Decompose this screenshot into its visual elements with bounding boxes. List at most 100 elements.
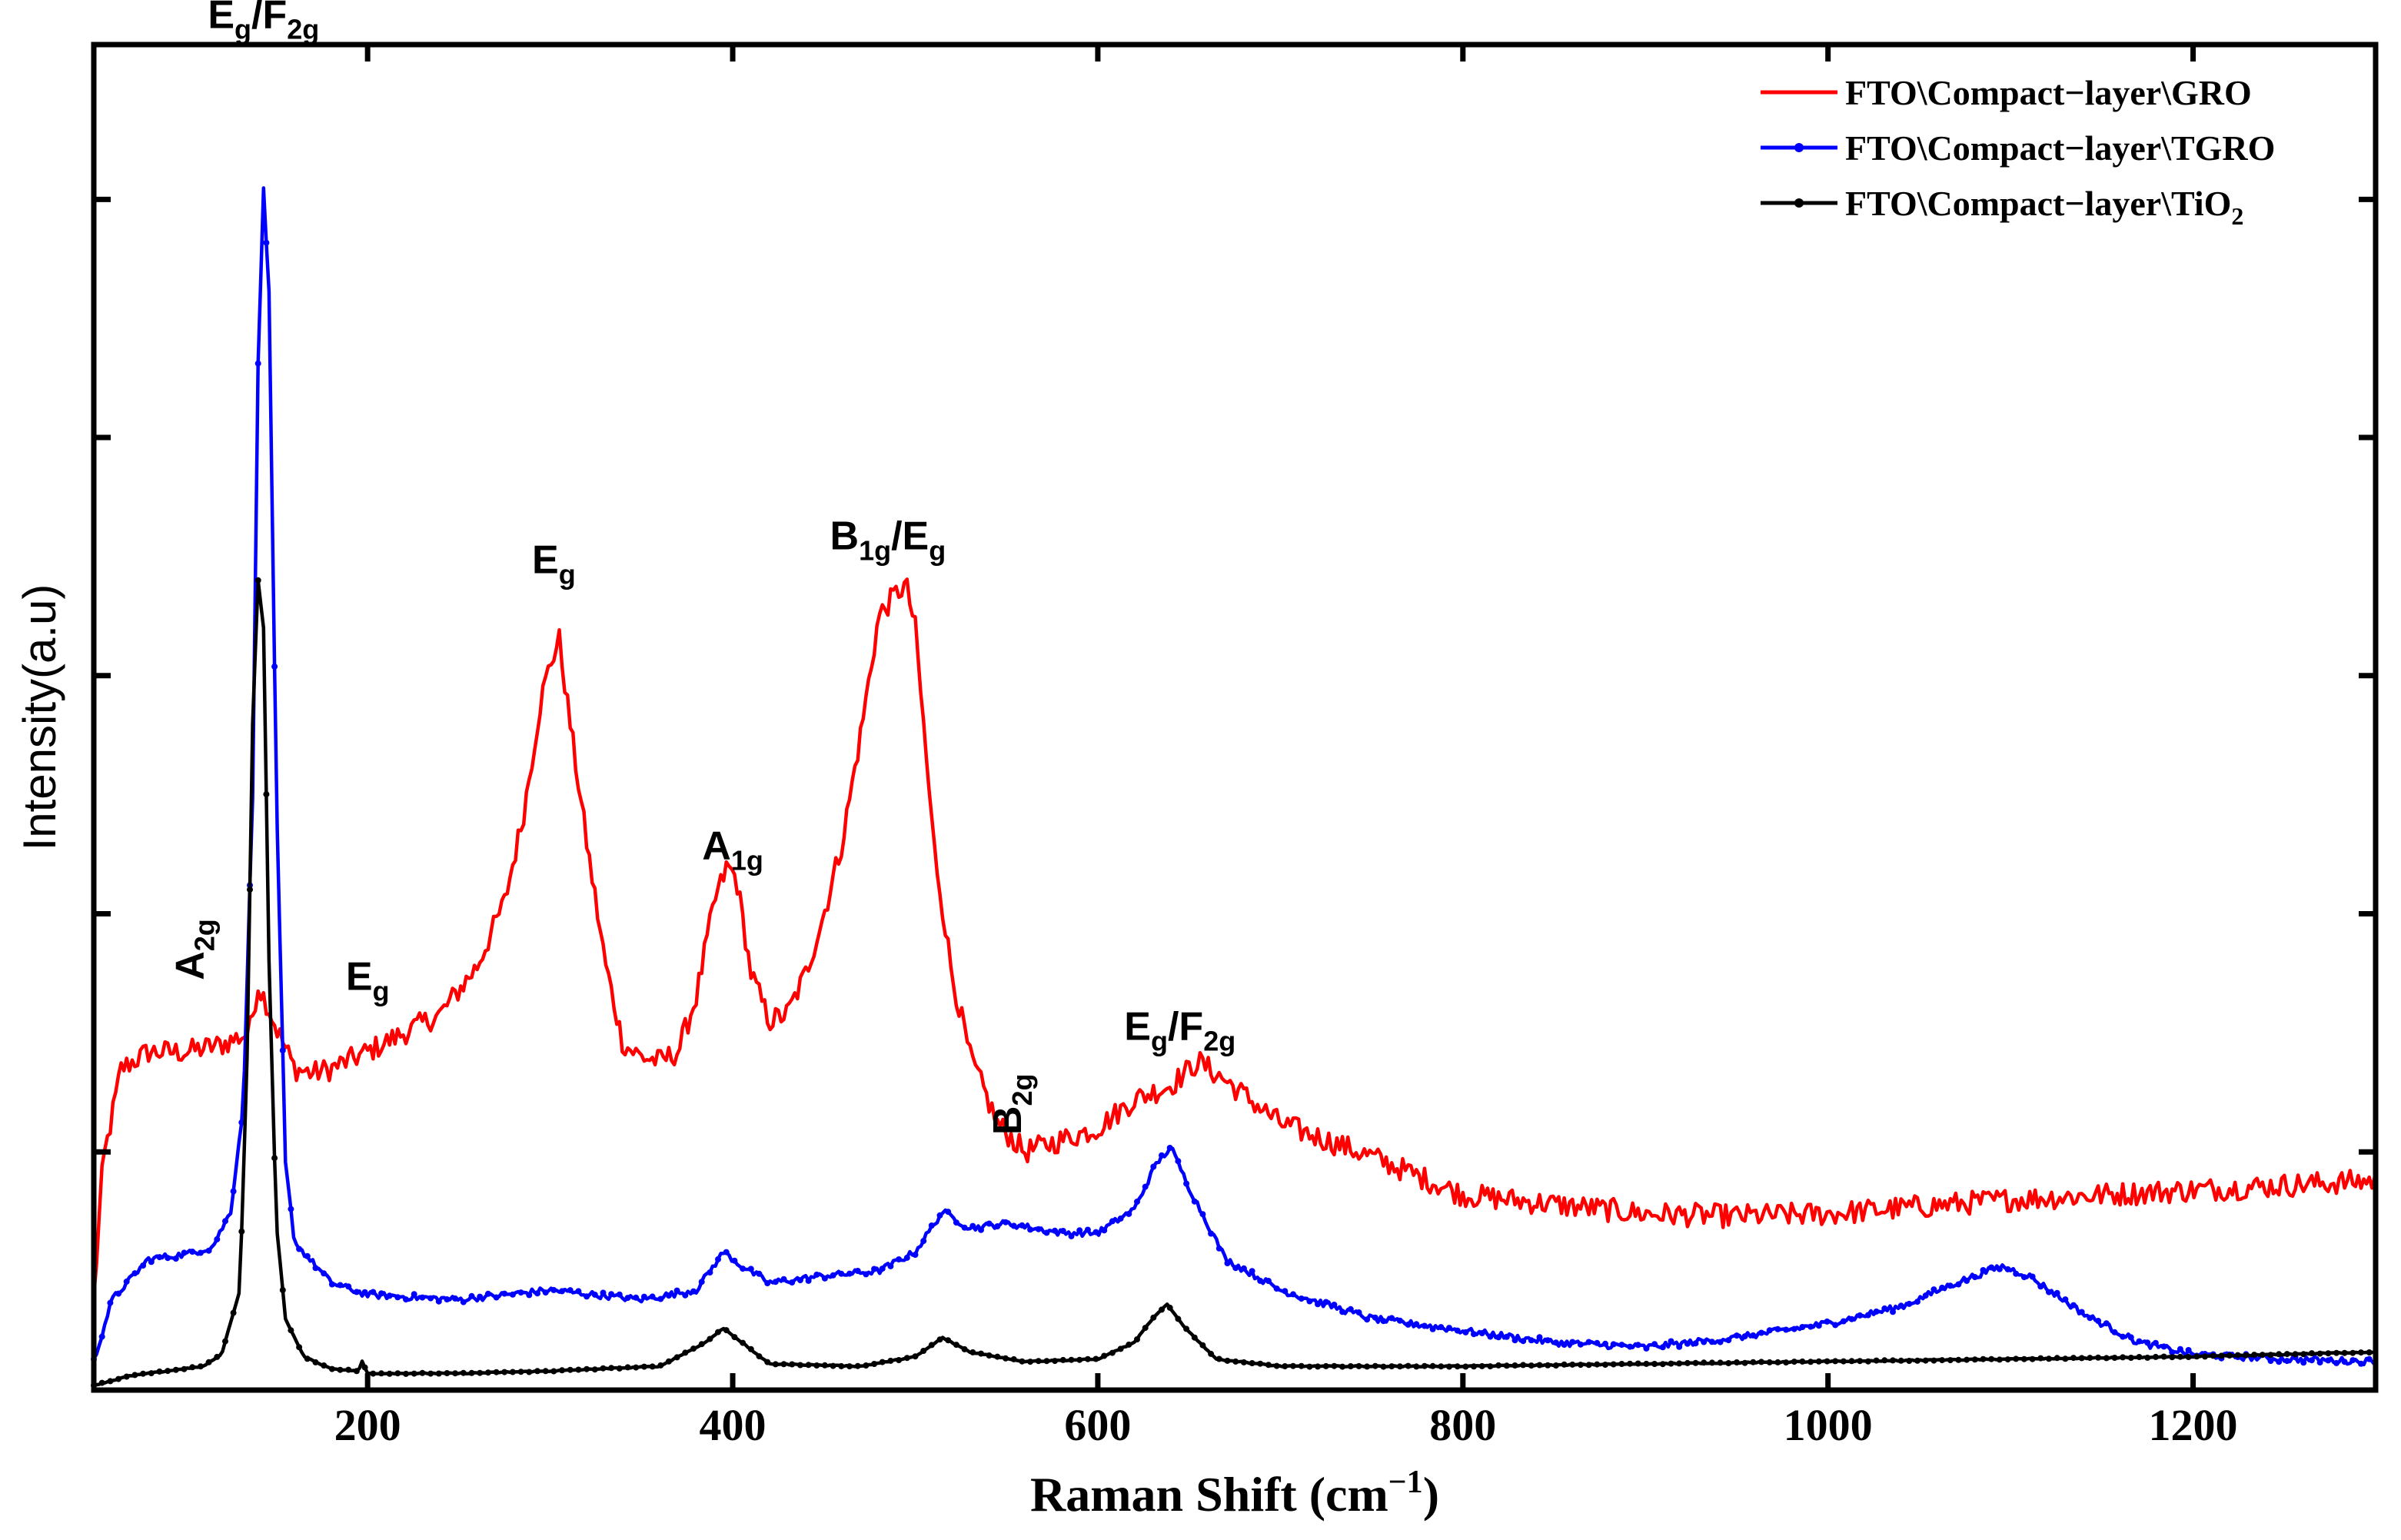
- series-marker: [1215, 1355, 1222, 1362]
- series-marker: [1528, 1362, 1535, 1369]
- series-marker: [534, 1368, 540, 1375]
- x-tick-label: 800: [1429, 1400, 1496, 1450]
- series-marker: [2333, 1359, 2339, 1366]
- series-marker: [1807, 1323, 1814, 1330]
- series-marker: [813, 1271, 820, 1278]
- series-marker: [328, 1281, 335, 1288]
- series-marker: [1265, 1362, 1272, 1369]
- series-marker: [928, 1342, 935, 1349]
- series-marker: [1240, 1359, 1247, 1365]
- series-marker: [1708, 1339, 1715, 1345]
- series-marker: [1774, 1325, 1781, 1332]
- series-marker: [789, 1361, 796, 1368]
- legend-label: FTO\Compact−layer\TGRO: [1845, 128, 2275, 168]
- series-marker: [887, 1357, 894, 1364]
- series-marker: [1964, 1356, 1970, 1363]
- series-marker: [1857, 1358, 1864, 1365]
- series-marker: [1003, 1355, 1009, 1362]
- series-marker: [1117, 1215, 1124, 1222]
- series-marker: [2226, 1352, 2233, 1359]
- series-marker: [2029, 1355, 2036, 1362]
- series-marker: [1971, 1274, 1978, 1280]
- series-marker: [2325, 1357, 2332, 1364]
- series-marker: [986, 1352, 993, 1359]
- series-marker: [1848, 1315, 1855, 1322]
- series-marker: [1471, 1331, 1477, 1338]
- series-marker: [1462, 1363, 1469, 1370]
- series-marker: [1799, 1324, 1806, 1330]
- x-tick-label: 1000: [1784, 1400, 1873, 1450]
- series-marker: [1766, 1327, 1773, 1334]
- series-marker: [1734, 1332, 1740, 1339]
- series-marker: [1052, 1227, 1059, 1234]
- series-marker: [1906, 1358, 1913, 1364]
- series-marker: [279, 1286, 286, 1293]
- series-marker: [205, 1359, 212, 1365]
- series-marker: [1059, 1356, 1066, 1363]
- series-marker: [2046, 1355, 2052, 1362]
- series-marker: [969, 1222, 976, 1229]
- series-marker: [1142, 1325, 1149, 1332]
- series-marker: [1134, 1199, 1140, 1205]
- series-marker: [2160, 1343, 2167, 1350]
- series-marker: [2283, 1358, 2290, 1365]
- series-marker: [1692, 1340, 1699, 1347]
- series-marker: [1930, 1286, 1937, 1293]
- series-marker: [796, 1362, 803, 1369]
- series-marker: [2202, 1353, 2208, 1360]
- series-marker: [2037, 1283, 2044, 1290]
- series-marker: [830, 1272, 836, 1279]
- series-marker: [1265, 1278, 1272, 1284]
- series-marker: [263, 239, 270, 246]
- x-axis-title: Raman Shift (cm−1): [1030, 1465, 1439, 1522]
- series-marker: [896, 1256, 903, 1262]
- peak-label: B2g: [986, 1074, 1038, 1136]
- series-marker: [1922, 1292, 1929, 1299]
- series-marker: [945, 1337, 952, 1344]
- series-marker: [477, 1293, 484, 1300]
- series-marker: [567, 1366, 574, 1373]
- series-marker: [1988, 1264, 1995, 1271]
- series-marker: [468, 1292, 475, 1299]
- series-marker: [1315, 1363, 1321, 1370]
- series-marker: [353, 1289, 360, 1296]
- series-marker: [879, 1266, 886, 1272]
- series-marker: [1692, 1359, 1699, 1366]
- series-marker: [452, 1370, 459, 1377]
- series-marker: [1396, 1363, 1403, 1370]
- x-tick-label: 600: [1064, 1400, 1131, 1450]
- series-line: [92, 186, 2376, 1367]
- series-marker: [1758, 1359, 1764, 1365]
- series-marker: [2218, 1352, 2225, 1359]
- series-marker: [254, 360, 261, 367]
- y-axis-title: Intensity(a.u): [14, 584, 65, 851]
- series-marker: [1651, 1361, 1658, 1367]
- series-marker: [690, 1345, 697, 1352]
- series-marker: [1503, 1333, 1510, 1340]
- series-marker: [1668, 1360, 1674, 1367]
- series-marker: [1618, 1342, 1625, 1349]
- series-marker: [756, 1270, 763, 1277]
- series-marker: [912, 1252, 919, 1258]
- series-marker: [304, 1355, 311, 1362]
- peak-label: Eg: [346, 955, 390, 1007]
- series-marker: [1545, 1362, 1551, 1369]
- series-marker: [1996, 1356, 2003, 1363]
- series-marker: [1914, 1299, 1920, 1306]
- series-marker: [838, 1362, 845, 1369]
- series-marker: [1684, 1340, 1691, 1347]
- series-marker: [1988, 1355, 1995, 1362]
- series-marker: [312, 1359, 319, 1365]
- series-marker: [517, 1369, 524, 1375]
- series-marker: [2267, 1352, 2274, 1359]
- series-marker: [484, 1369, 491, 1376]
- series-marker: [1175, 1315, 1182, 1322]
- series-marker: [1101, 1352, 1108, 1359]
- series-marker: [1594, 1339, 1601, 1346]
- series-marker: [707, 1269, 713, 1276]
- series-marker: [189, 1364, 196, 1371]
- series-marker: [640, 1293, 647, 1300]
- series-marker: [1215, 1245, 1222, 1252]
- series-marker: [1159, 1306, 1165, 1313]
- series-marker: [1010, 1355, 1017, 1362]
